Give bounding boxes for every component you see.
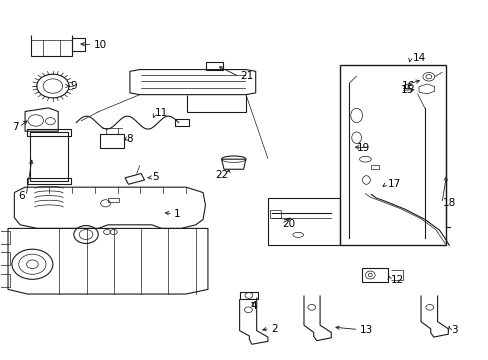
Text: 22: 22 <box>215 170 228 180</box>
Text: 12: 12 <box>390 275 403 285</box>
Bar <box>72 39 84 51</box>
Bar <box>175 119 188 126</box>
Text: 20: 20 <box>282 219 295 229</box>
Text: 8: 8 <box>126 135 133 144</box>
Text: 7: 7 <box>12 122 18 132</box>
Text: 11: 11 <box>155 108 168 118</box>
Text: 17: 17 <box>386 179 400 189</box>
Bar <box>267 198 339 245</box>
Bar <box>100 134 123 148</box>
Bar <box>27 178 71 184</box>
Bar <box>339 65 445 245</box>
Text: 10: 10 <box>93 40 106 50</box>
Bar <box>0 231 10 244</box>
Text: 4: 4 <box>249 301 256 311</box>
Text: 14: 14 <box>412 53 426 63</box>
Text: 3: 3 <box>450 325 456 335</box>
Text: 19: 19 <box>356 143 369 153</box>
Bar <box>108 198 119 202</box>
Text: 9: 9 <box>70 81 77 91</box>
Bar <box>239 292 258 299</box>
Bar <box>270 210 281 218</box>
Text: 16: 16 <box>401 81 414 91</box>
Text: 21: 21 <box>240 71 253 81</box>
Bar <box>27 130 71 136</box>
Text: 6: 6 <box>19 191 25 201</box>
Bar <box>0 252 10 265</box>
Text: 13: 13 <box>359 325 372 335</box>
Text: 15: 15 <box>400 85 413 95</box>
Bar <box>30 132 68 181</box>
Bar <box>370 165 378 169</box>
Bar <box>0 274 10 287</box>
Text: 2: 2 <box>270 324 277 334</box>
Bar <box>361 268 387 282</box>
Text: 5: 5 <box>152 172 158 182</box>
Text: 1: 1 <box>173 209 180 219</box>
Text: 18: 18 <box>442 198 455 208</box>
